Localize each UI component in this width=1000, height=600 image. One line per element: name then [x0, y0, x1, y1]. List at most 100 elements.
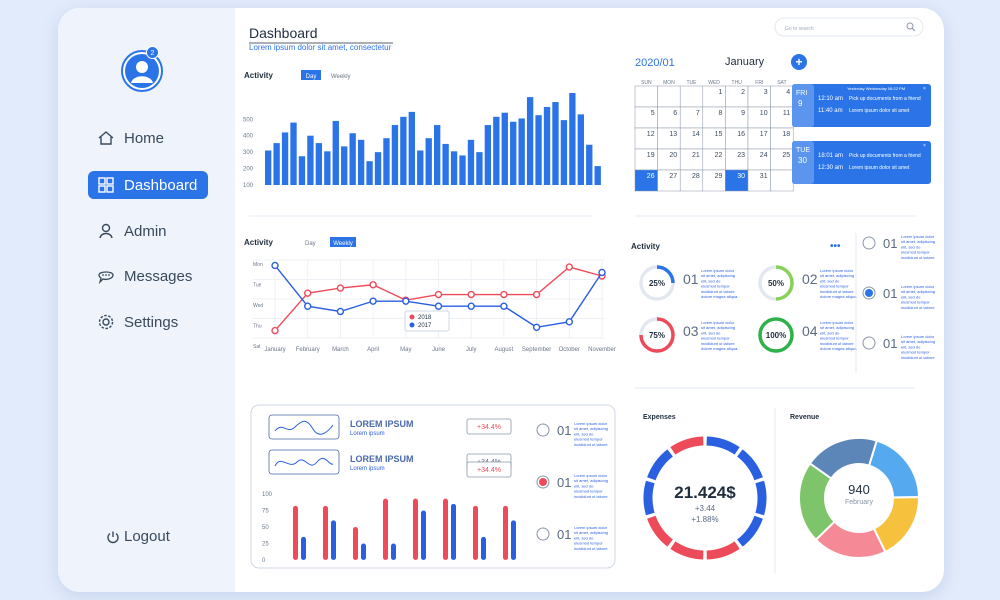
radio-button[interactable] [862, 336, 876, 350]
radio-button[interactable] [862, 236, 876, 250]
day-number: 2 [741, 89, 745, 96]
tab-weekly-2[interactable]: Weekly [330, 237, 356, 247]
nav-item-admin[interactable]: Admin [88, 217, 208, 245]
more-icon[interactable]: ••• [830, 241, 841, 252]
radio-button[interactable] [536, 423, 550, 437]
pill-value: +34.4% [477, 467, 501, 474]
nav-item-dashboard[interactable]: Dashboard [88, 171, 208, 199]
day-number: 28 [692, 173, 700, 180]
calendar-day[interactable]: 31 [747, 169, 771, 192]
activity-bar [510, 121, 517, 185]
search-input[interactable]: Go to search [785, 26, 814, 32]
calendar-day[interactable]: 22 [702, 148, 726, 171]
calendar-day[interactable]: 18 [770, 127, 794, 150]
calendar-day[interactable]: 4 [770, 85, 794, 108]
main-content: Dashboard Lorem ipsum dolor sit amet, co… [235, 8, 944, 592]
calendar-day[interactable]: 15 [702, 127, 726, 150]
card-bar [353, 527, 358, 560]
calendar-day[interactable]: 12 [634, 127, 658, 150]
nav-item-settings[interactable]: Settings [88, 308, 208, 336]
tab-weekly[interactable]: Weekly [331, 74, 351, 80]
calendar-day[interactable]: 8 [702, 106, 726, 129]
calendar-day[interactable]: 10 [747, 106, 771, 129]
messages-icon [98, 271, 114, 285]
calendar-day[interactable]: 24 [747, 148, 771, 171]
calendar-day[interactable]: 2 [725, 85, 749, 108]
calendar-day[interactable]: 21 [679, 148, 704, 171]
calendar-day[interactable]: 19 [634, 148, 658, 171]
activity-bar [425, 138, 432, 185]
event-day-name: FRI [796, 90, 807, 97]
calendar-day[interactable]: 9 [725, 106, 749, 129]
donut-percent: 25% [649, 279, 665, 288]
item-text: incididunt ut labore [701, 289, 735, 294]
ring-segment [706, 541, 740, 560]
event-time: 12:30 am [818, 165, 843, 171]
expenses-title: Expenses [643, 414, 676, 421]
event-header: Yesterday Wednesday 08:22 PM [847, 86, 905, 91]
calendar-day[interactable]: 28 [679, 169, 704, 192]
admin-icon [99, 223, 113, 239]
nav-item-messages[interactable]: Messages [88, 262, 208, 290]
calendar-day[interactable]: 23 [725, 148, 749, 171]
calendar-day[interactable]: 14 [679, 127, 704, 150]
calendar-day[interactable]: 25 [770, 148, 794, 171]
weekday-label: WED [708, 80, 720, 86]
calendar-day [634, 85, 658, 108]
activity-bar [349, 133, 356, 185]
item-text: dolore magna aliqua. [701, 346, 738, 351]
search-box[interactable]: Go to search [774, 17, 924, 37]
calendar-day[interactable]: 20 [657, 148, 681, 171]
calendar-day[interactable]: 17 [747, 127, 771, 150]
close-icon[interactable]: × [923, 86, 926, 92]
calendar-day[interactable]: 16 [725, 127, 749, 150]
donut-percent: 75% [649, 331, 665, 340]
logout-button[interactable]: Logout [106, 528, 170, 545]
card-bar [421, 510, 426, 560]
calendar-day[interactable]: 13 [657, 127, 681, 150]
item-text: Lorem ipsum dolor [820, 320, 854, 325]
ring-segment [670, 541, 704, 560]
day-number: 30 [737, 173, 745, 180]
data-point [336, 307, 345, 316]
item-text: sit amet, adipiscing [820, 273, 854, 278]
nav-item-home[interactable]: Home [88, 124, 208, 152]
calendar-day[interactable]: 27 [657, 169, 681, 192]
calendar-day[interactable]: 5 [634, 106, 658, 129]
add-event-button[interactable]: + [791, 54, 807, 70]
day-number: 12 [647, 131, 655, 138]
item-text: sit amet, adipiscing [901, 339, 935, 344]
event-card[interactable]: TUE 30 × 18:01 am Pick up documents from a f… [792, 141, 931, 184]
day-number: 9 [741, 110, 745, 117]
card-bar-chart: 0 25 50 75 100 [262, 492, 516, 564]
tab-day-2[interactable]: Day [305, 241, 316, 247]
calendar-day[interactable]: 26 [634, 169, 658, 192]
item-text: elit, sed do [701, 278, 721, 283]
data-point [369, 297, 377, 305]
radio-button[interactable] [536, 527, 550, 541]
search-icon[interactable] [906, 22, 916, 32]
calendar-day[interactable]: 7 [679, 106, 704, 129]
close-icon[interactable]: × [923, 143, 926, 149]
event-card[interactable]: FRI 9 Yesterday Wednesday 08:22 PM × 12:10 a… [792, 84, 931, 127]
item-text: dolore magna aliqua. [701, 294, 738, 299]
item-text: Lorem ipsum dolor [901, 284, 935, 289]
calendar-day[interactable]: 29 [702, 169, 726, 192]
calendar-day[interactable]: 6 [657, 106, 681, 129]
tab-day[interactable]: Day [301, 70, 321, 80]
calendar-day[interactable]: 11 [770, 106, 794, 129]
activity-bar [273, 143, 280, 185]
calendar-day[interactable]: 30 [725, 169, 749, 192]
y-tick-label: 200 [243, 167, 254, 173]
calendar-day[interactable]: 1 [702, 85, 726, 108]
calendar-day[interactable]: 3 [747, 85, 771, 108]
data-point [532, 323, 541, 331]
y-tick-label: 50 [262, 525, 269, 531]
